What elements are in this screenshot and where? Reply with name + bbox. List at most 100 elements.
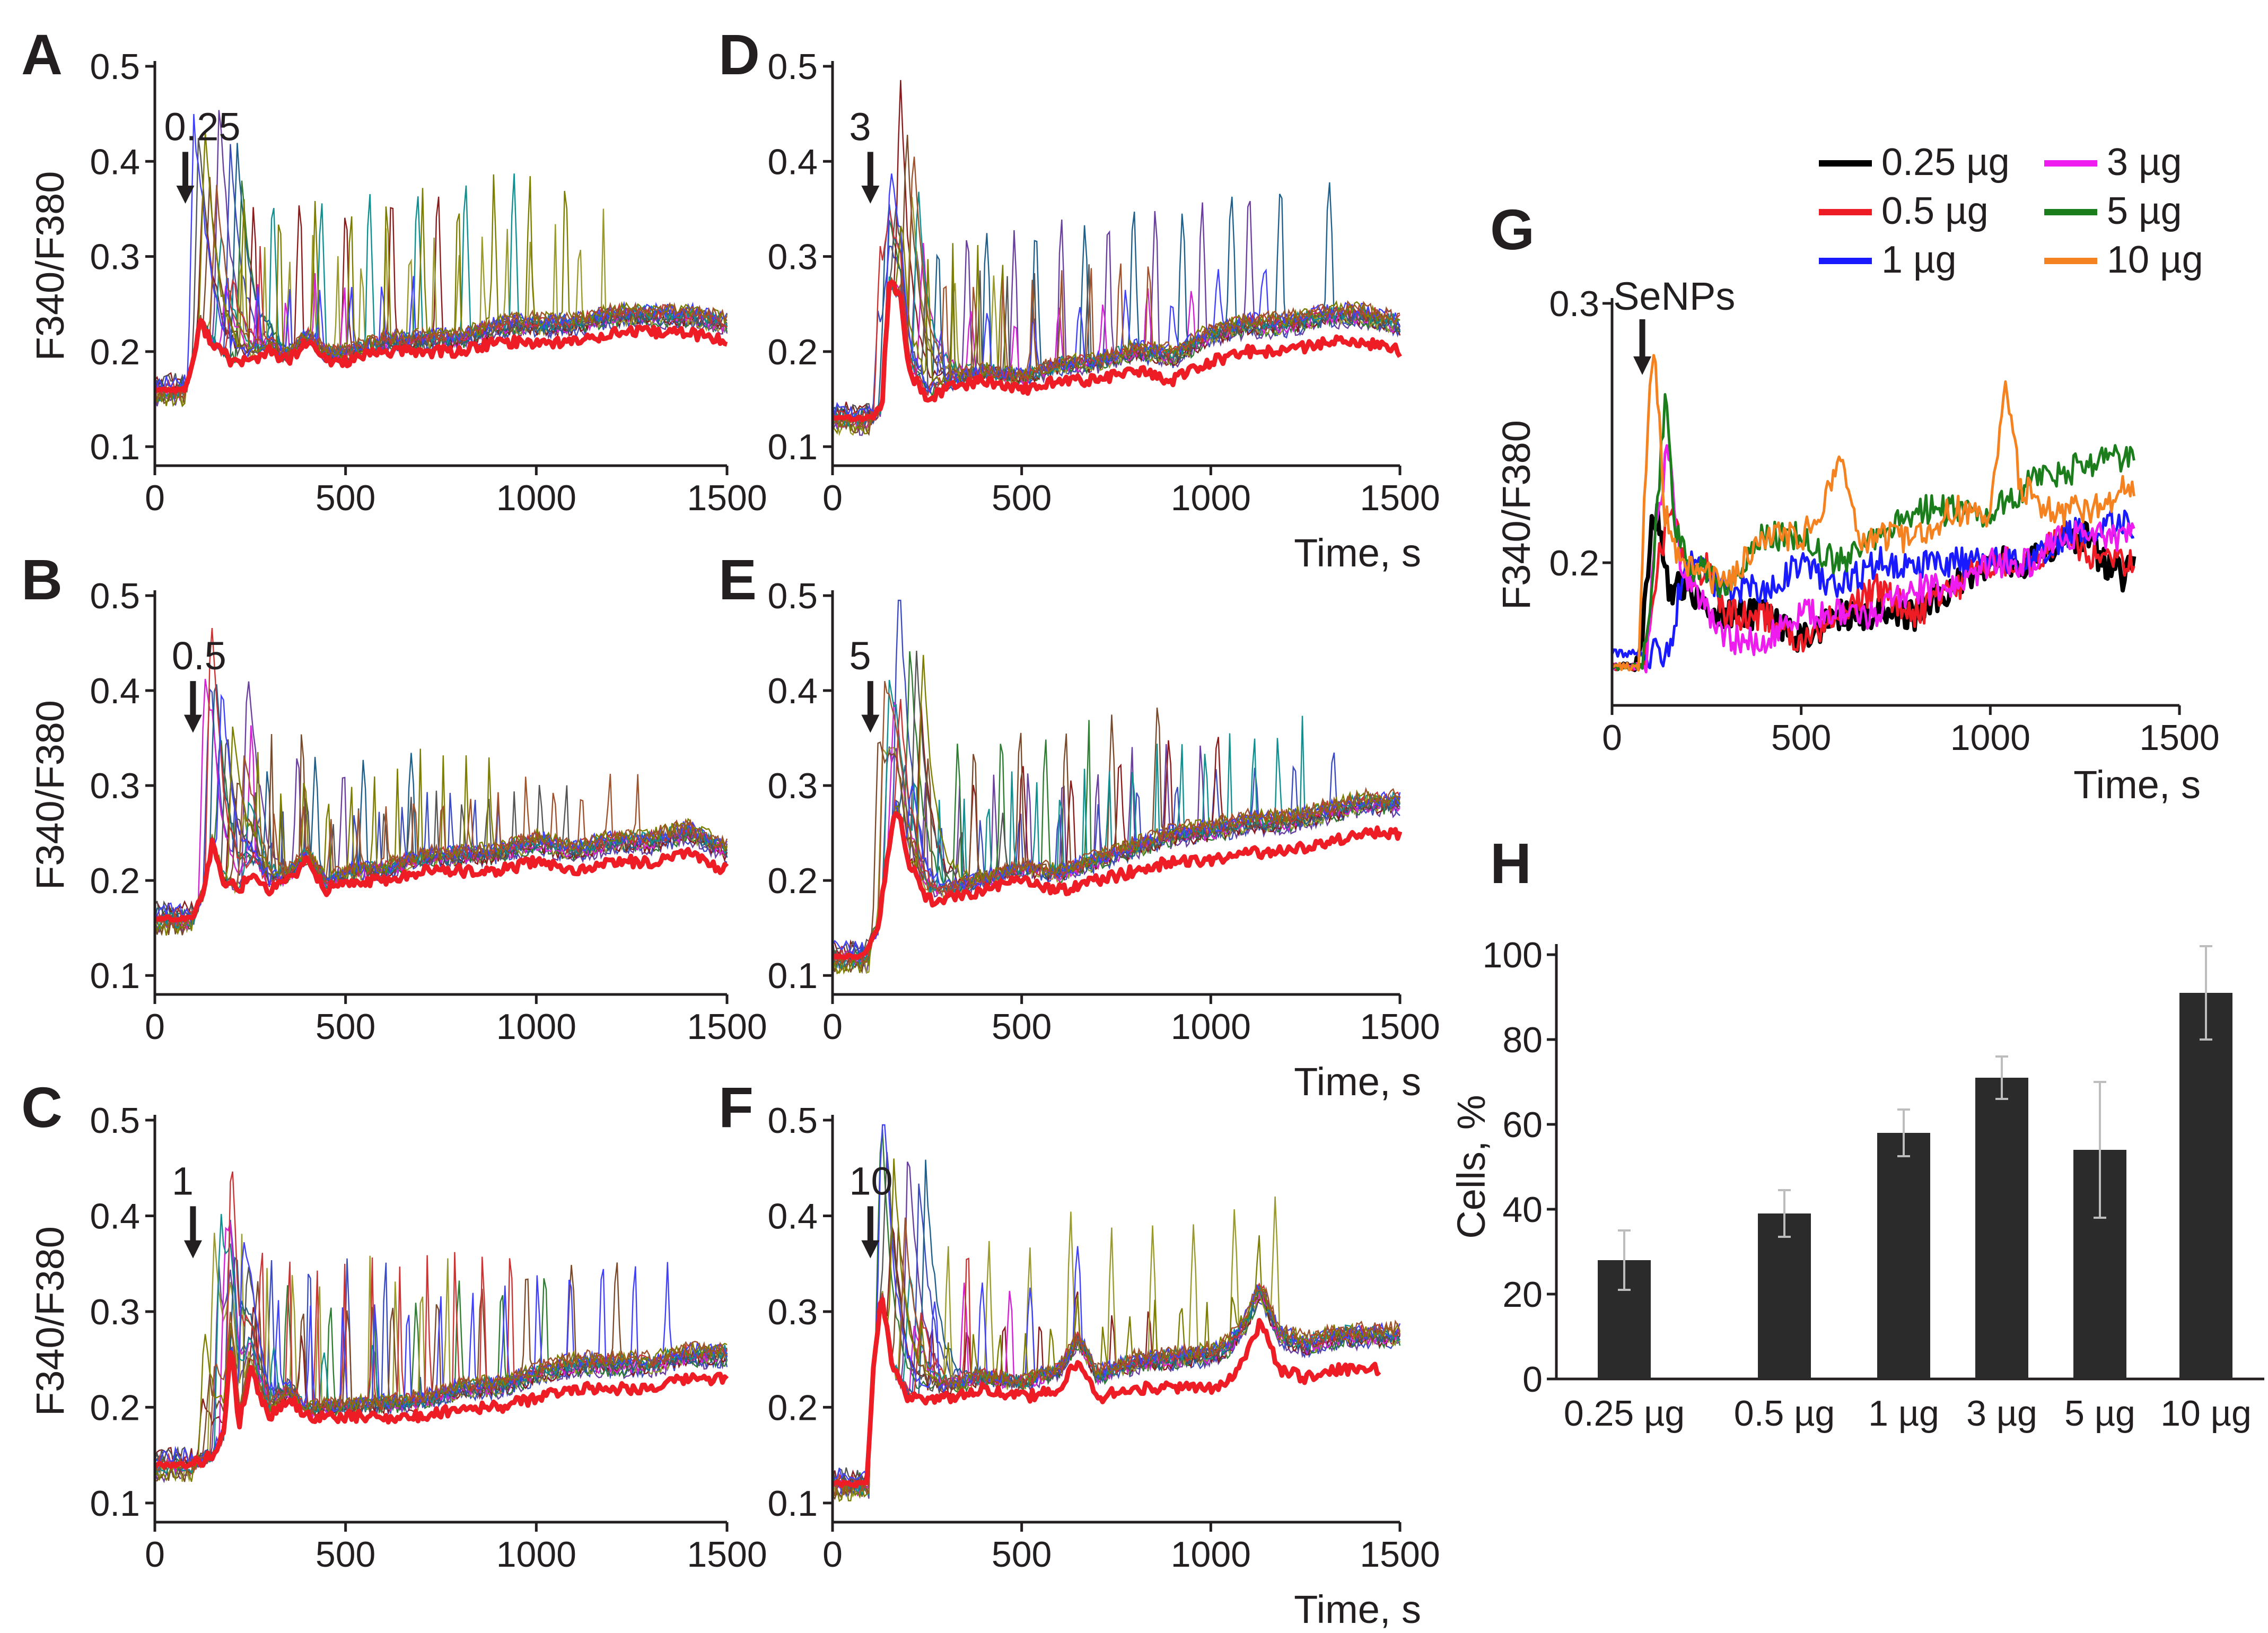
x-tick-label: 1000 [496,1007,576,1047]
x-tick-label: 1000 [1950,718,2030,758]
y-tick-label: 0.3 [90,1292,140,1332]
y-tick-label: 0.5 [90,576,140,616]
individual-trace [831,1217,1401,1497]
individual-trace [832,1282,1401,1497]
x-tick-label: 1000 [1171,478,1251,518]
x-tick-label: 1500 [1360,478,1440,518]
individual-trace [832,156,1400,431]
series-line [1610,508,2134,669]
dose-annotation: 0.25 [164,104,241,149]
x-tick-label: 1500 [687,1534,767,1575]
individual-trace [831,708,1401,974]
individual-trace [154,755,728,931]
individual-traces [831,599,1401,975]
legend-label: 3 µg [2107,141,2182,184]
category-label: 10 µg [2160,1393,2252,1434]
individual-traces [154,1171,728,1483]
panel-label: B [21,547,63,612]
x-tick-label: 1500 [1360,1007,1440,1047]
y-tick-label: 0.5 [90,1101,140,1141]
y-tick-label: 0.2 [1549,543,1599,583]
category-label: 3 µg [1966,1393,2037,1434]
individual-trace [154,1222,728,1478]
panel-c: C 0.1 0.2 0.3 0.4 0.5 0 500 1000 1500 F340/F380 1 [21,1075,767,1575]
arrow-head-icon [861,1240,880,1259]
bar [1877,1133,1930,1379]
panel-b: B 0.1 0.2 0.3 0.4 0.5 0 500 1000 1500 F340/F380 0.5 [21,547,767,1047]
individual-trace [832,1276,1400,1497]
x-tick-label: 1500 [687,478,767,518]
y-tick-label: 0.3 [767,1292,818,1332]
x-tick-label: 500 [992,478,1052,518]
y-tick-label: 100 [1483,935,1543,975]
individual-trace [833,680,1400,966]
x-tick-label: 1000 [1171,1534,1251,1575]
panel-h: H 0 20 40 60 80 100 Cells, % 0.25 µg 0.5 µg 1 µg 3 … [1449,831,2264,1434]
x-axis-label: Time, s [1294,1060,1421,1104]
panel-g: G 0.2 0.3 0 500 1000 1500 F340/F380 Time, s SeNPs… [1490,141,2220,807]
legend-label: 0.25 µg [1881,141,2010,184]
panel-label: A [21,22,63,86]
panel-label: D [719,22,760,86]
x-tick-label: 500 [992,1534,1052,1575]
individual-trace [154,131,728,408]
arrow-head-icon [1633,356,1652,375]
category-label: 0.25 µg [1564,1393,1685,1434]
x-tick-label: 0 [1602,718,1622,758]
mean-trace [154,837,729,923]
individual-trace [831,1152,1400,1483]
y-tick-label: 0.1 [767,956,818,996]
legend-label: 0.5 µg [1881,190,1989,232]
y-tick-label: 0.3 [767,766,818,806]
x-tick-label: 0 [822,1534,843,1575]
y-tick-label: 0.4 [767,142,818,182]
y-tick-label: 0.1 [767,1483,818,1524]
category-label: 5 µg [2064,1393,2135,1434]
bar [1758,1213,1811,1379]
individual-trace [154,1312,728,1474]
series-line [1612,393,2135,671]
individual-trace [154,1242,728,1468]
individual-trace [831,1258,1401,1491]
y-tick-label: 0.4 [767,1196,818,1236]
individual-trace [154,681,728,934]
mean-trace [831,280,1402,423]
series-line [1611,444,2135,674]
y-tick-label: 0.2 [767,861,818,901]
x-axis-label: Time, s [1294,1587,1421,1631]
y-tick-label: 0.2 [767,332,818,372]
arrow-head-icon [861,714,880,733]
panel-label: F [719,1075,754,1139]
y-tick-label: 0.5 [767,1101,818,1141]
individual-trace [831,173,1401,419]
y-axis-label: Cells, % [1449,1095,1493,1238]
dose-annotation: 10 [849,1159,892,1203]
y-tick-label: 0.1 [90,1483,140,1524]
y-tick-label: 0.1 [90,427,140,467]
y-tick-label: 0.3 [1549,284,1599,324]
dose-annotation: 5 [849,634,871,678]
x-tick-label: 0 [145,478,165,518]
y-tick-label: 0.1 [767,427,818,467]
y-tick-label: 0 [1522,1359,1543,1400]
y-tick-label: 0.4 [90,671,140,711]
x-tick-label: 500 [316,1534,375,1575]
individual-trace [154,628,728,924]
panel-f: F 0.1 0.2 0.3 0.4 0.5 0 500 1000 1500 Time, s 10 [719,1075,1440,1631]
individual-traces [154,628,728,936]
y-tick-label: 0.4 [90,1196,140,1236]
y-axis-label: F340/F380 [28,171,72,361]
y-tick-label: 0.1 [90,956,140,996]
panel-label: E [719,547,757,612]
individual-traces [831,80,1401,436]
arrow-head-icon [183,1240,202,1259]
y-tick-label: 0.3 [90,237,140,277]
dose-annotation: SeNPs [1613,274,1735,318]
x-tick-label: 1000 [1171,1007,1251,1047]
y-tick-label: 0.4 [90,142,140,182]
mean-trace [831,811,1403,960]
legend-label: 10 µg [2107,239,2203,281]
legend: 0.25 µg 0.5 µg 1 µg 3 µg 5 µg 10 µg [1819,141,2203,281]
category-label: 0.5 µg [1734,1393,1835,1434]
